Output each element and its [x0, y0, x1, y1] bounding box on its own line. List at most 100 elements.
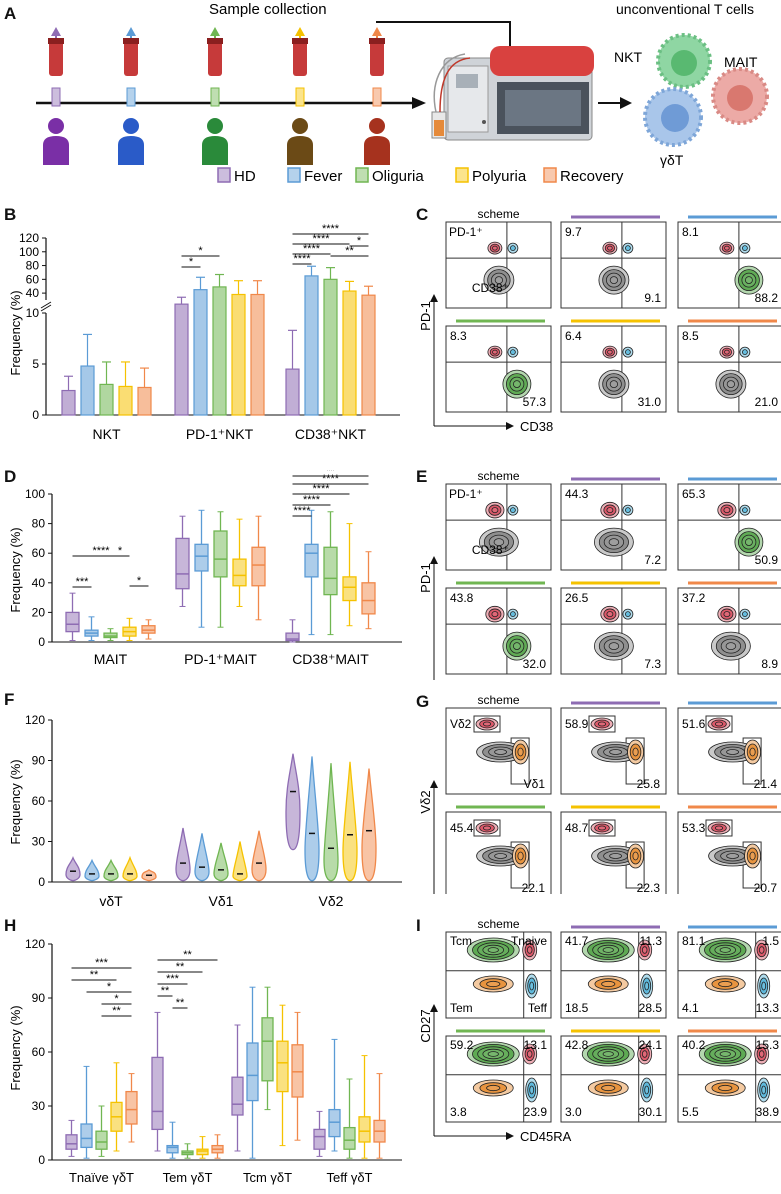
- contour-gray: [494, 749, 507, 755]
- y-arrowhead: [430, 294, 438, 302]
- contour-orange: [517, 747, 524, 757]
- quadrant-value: 40.2: [682, 1038, 706, 1052]
- quadrant-value: 13.3: [756, 1001, 780, 1015]
- contour-pink: [723, 611, 731, 618]
- box: [232, 558, 247, 587]
- flow-plot: 6.4 31.0: [560, 319, 667, 413]
- gdt-label: γδT: [660, 152, 684, 168]
- box: [213, 530, 228, 578]
- sig-label: *: [198, 245, 203, 257]
- x-category-label: MAIT: [94, 651, 128, 667]
- vd2-gate: [705, 715, 733, 733]
- flow-plot: 8.5 21.0: [677, 319, 781, 413]
- gate-label: Vδ1: [524, 777, 546, 791]
- y-tick-label: 60: [32, 1045, 46, 1059]
- gate-value: 58.9: [565, 717, 589, 731]
- flow-plot: 8.3 57.3: [445, 319, 552, 413]
- panel-letter-a: A: [4, 4, 17, 23]
- legend-swatch: [217, 167, 231, 183]
- quadrant-value: 24.1: [639, 1038, 663, 1052]
- contour-green: [744, 538, 753, 547]
- scheme-label: scheme: [477, 918, 519, 931]
- contour-pink: [526, 946, 533, 954]
- box: [276, 1040, 289, 1093]
- y-tick-label: 30: [32, 835, 46, 849]
- gdt-cell-icon: [643, 87, 703, 147]
- y-tick-label: 0: [38, 875, 45, 889]
- bar: [118, 385, 133, 416]
- box: [313, 1128, 326, 1150]
- sig-label: ****: [303, 494, 321, 506]
- flow-y-label: PD-1: [418, 563, 433, 593]
- tube-cap: [207, 38, 223, 44]
- contour-pink: [491, 507, 499, 514]
- y-tick-label: 120: [25, 937, 45, 951]
- cells-title: unconventional T cells: [616, 1, 754, 17]
- contour-blue: [761, 1085, 767, 1095]
- contour-pink: [724, 349, 730, 355]
- contour-blue: [741, 245, 748, 252]
- quadrant-value: 11.3: [640, 934, 663, 948]
- bar: [323, 278, 338, 416]
- quadrant-label: CD38⁺: [472, 281, 509, 295]
- x-category-label: Vδ1: [209, 893, 234, 906]
- vd2-gate: [473, 715, 501, 733]
- box: [166, 1144, 179, 1154]
- sig-label: **: [112, 1005, 121, 1017]
- contour-blue: [624, 507, 631, 514]
- box: [358, 1116, 371, 1143]
- flow-plot: 40.2 15.3 5.5 38.9: [677, 1029, 781, 1123]
- box: [196, 1148, 209, 1156]
- y-tick-label: 30: [32, 1099, 46, 1113]
- sample-marker: [126, 87, 136, 107]
- scheme-label: scheme: [477, 470, 519, 483]
- violin: [213, 842, 229, 882]
- scheme-label: scheme: [477, 694, 519, 707]
- group-legend: HD Fever Oliguria Polyuria Recovery: [217, 167, 624, 185]
- flow-plot: 37.2 8.9: [677, 581, 781, 675]
- box: [304, 543, 319, 578]
- violin: [175, 827, 191, 882]
- sig-label: *: [189, 256, 194, 268]
- sig-label: *: [114, 993, 119, 1005]
- quadrant-value: 8.9: [761, 657, 778, 671]
- contour-green: [513, 380, 521, 389]
- flow-plot: scheme PD-1⁺ CD38⁺: [445, 208, 552, 309]
- sample-marker: [295, 87, 305, 107]
- bar: [342, 290, 357, 416]
- person-body: [118, 136, 144, 165]
- x-arrowhead: [506, 422, 514, 430]
- flow-plot: 42.8 24.1 3.0 30.1: [560, 1029, 667, 1123]
- violin: [304, 756, 320, 882]
- y-tick-label: 100: [25, 487, 45, 501]
- contour-pink: [606, 611, 614, 618]
- quadrant-value: 50.9: [755, 553, 779, 567]
- flow-plot: 48.7 22.3: [560, 805, 667, 894]
- sample-collection-label: Sample collection: [209, 1, 327, 18]
- violin: [361, 768, 377, 882]
- contour-pink: [482, 721, 492, 727]
- gate-value: 20.7: [754, 881, 778, 894]
- quadrant-value: 18.5: [565, 1001, 589, 1015]
- sig-label: **: [326, 470, 335, 477]
- sig-label: **: [345, 245, 354, 257]
- flow-panel-c: PD-1 CD38 scheme PD-1⁺ CD38⁺ 9.7 9.1 8.1 88.2 8.3…: [418, 208, 781, 434]
- contour-blue: [624, 349, 631, 356]
- quadrant-value: 3.8: [450, 1105, 467, 1119]
- quadrant-label: Tnaive: [511, 934, 547, 948]
- x-category-label: Vδ2: [319, 893, 344, 906]
- y-tick-label: 60: [32, 546, 46, 560]
- legend-swatch: [355, 167, 369, 183]
- contour-pink: [641, 946, 648, 954]
- box: [323, 546, 338, 596]
- panel-letter-d: D: [4, 467, 17, 486]
- gate-value: 45.4: [450, 821, 474, 835]
- gate-value: 51.6: [682, 717, 706, 731]
- sig-label: **: [176, 997, 185, 1009]
- quadrant-label: PD-1⁺: [449, 225, 483, 239]
- sig-label: *: [118, 545, 123, 557]
- legend-label: HD: [234, 168, 256, 185]
- quadrant-value: 44.3: [565, 487, 589, 501]
- contour-pink: [607, 245, 613, 251]
